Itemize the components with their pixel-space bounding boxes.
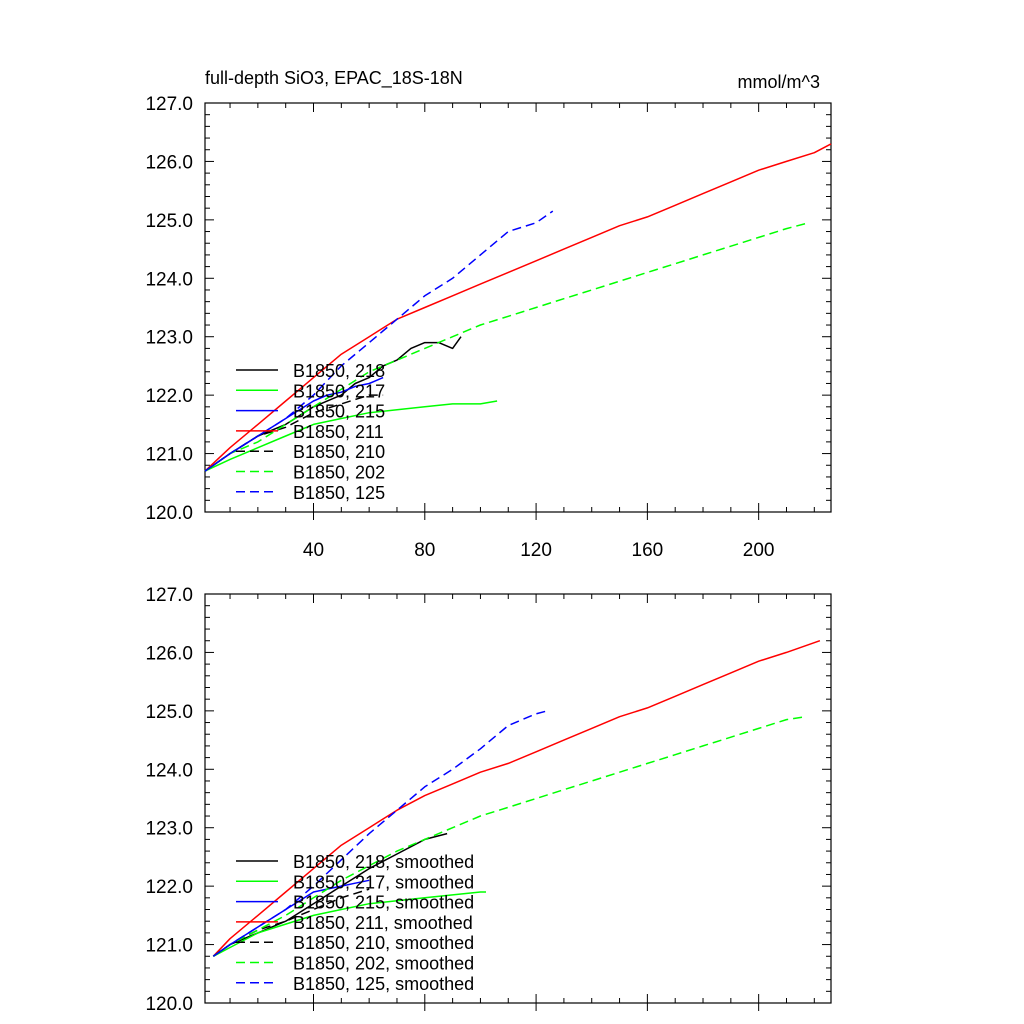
series-line-2 bbox=[212, 879, 370, 957]
y-tick-label: 120.0 bbox=[145, 994, 193, 1015]
series-line-6 bbox=[204, 210, 554, 472]
plot-frame bbox=[204, 593, 832, 1004]
y-tick-label: 122.0 bbox=[145, 877, 193, 898]
legend-label: B1850, 218 bbox=[293, 361, 385, 381]
y-tick-label: 125.0 bbox=[145, 702, 193, 723]
x-tick-label: 80 bbox=[414, 540, 435, 561]
series-line-1 bbox=[212, 891, 486, 957]
legend-label: B1850, 217 bbox=[293, 381, 385, 401]
legend-label: B1850, 202, smoothed bbox=[293, 954, 474, 974]
x-tick-label: 40 bbox=[303, 540, 324, 561]
series-line-0 bbox=[212, 832, 448, 957]
legend-label: B1850, 211 bbox=[293, 422, 384, 442]
y-tick-label: 127.0 bbox=[145, 585, 193, 606]
y-tick-label: 120.0 bbox=[145, 503, 193, 524]
legend-label: B1850, 215 bbox=[293, 402, 385, 422]
plot-frame bbox=[204, 102, 832, 513]
y-tick-label: 124.0 bbox=[145, 760, 193, 781]
series-line-1 bbox=[204, 400, 498, 472]
legend-label: B1850, 211, smoothed bbox=[293, 913, 473, 933]
x-tick-label: 200 bbox=[743, 540, 775, 561]
legend-label: B1850, 210 bbox=[293, 442, 385, 462]
series-line-5 bbox=[212, 715, 807, 957]
legend-label: B1850, 125 bbox=[293, 483, 385, 503]
x-tick-label: 120 bbox=[520, 540, 552, 561]
legend-label: B1850, 202 bbox=[293, 463, 385, 483]
series-line-3 bbox=[212, 639, 821, 957]
legend-label: B1850, 125, smoothed bbox=[293, 974, 474, 994]
figure-title: full-depth SiO3, EPAC_18S-18N bbox=[205, 68, 463, 89]
legend-label: B1850, 218, smoothed bbox=[293, 852, 474, 872]
y-tick-label: 126.0 bbox=[145, 152, 193, 173]
raw-panel: 120.0 121.0 122.0 123.0 124.0 125.0 126.0 127.0… bbox=[145, 94, 832, 561]
y-tick-label: 126.0 bbox=[145, 643, 193, 664]
legend-label: B1850, 210, smoothed bbox=[293, 933, 474, 953]
series-line-6 bbox=[212, 710, 548, 957]
y-tick-label: 125.0 bbox=[145, 211, 193, 232]
y-tick-label: 127.0 bbox=[145, 94, 193, 115]
legend-label: B1850, 217, smoothed bbox=[293, 872, 474, 892]
y-tick-label: 123.0 bbox=[145, 328, 193, 349]
series-line-5 bbox=[204, 222, 809, 472]
figure-units: mmol/m^3 bbox=[738, 72, 820, 92]
y-tick-label: 121.0 bbox=[145, 936, 193, 957]
x-tick-label: 160 bbox=[632, 540, 664, 561]
y-tick-label: 121.0 bbox=[145, 445, 193, 466]
legend-label: B1850, 215, smoothed bbox=[293, 893, 474, 913]
y-tick-label: 124.0 bbox=[145, 269, 193, 290]
series-line-0 bbox=[204, 336, 462, 472]
y-tick-label: 123.0 bbox=[145, 819, 193, 840]
smoothed-panel: 120.0 121.0 122.0 123.0 124.0 125.0 126.0 127.0… bbox=[145, 585, 832, 1015]
series-line-3 bbox=[204, 143, 832, 472]
y-tick-label: 122.0 bbox=[145, 386, 193, 407]
